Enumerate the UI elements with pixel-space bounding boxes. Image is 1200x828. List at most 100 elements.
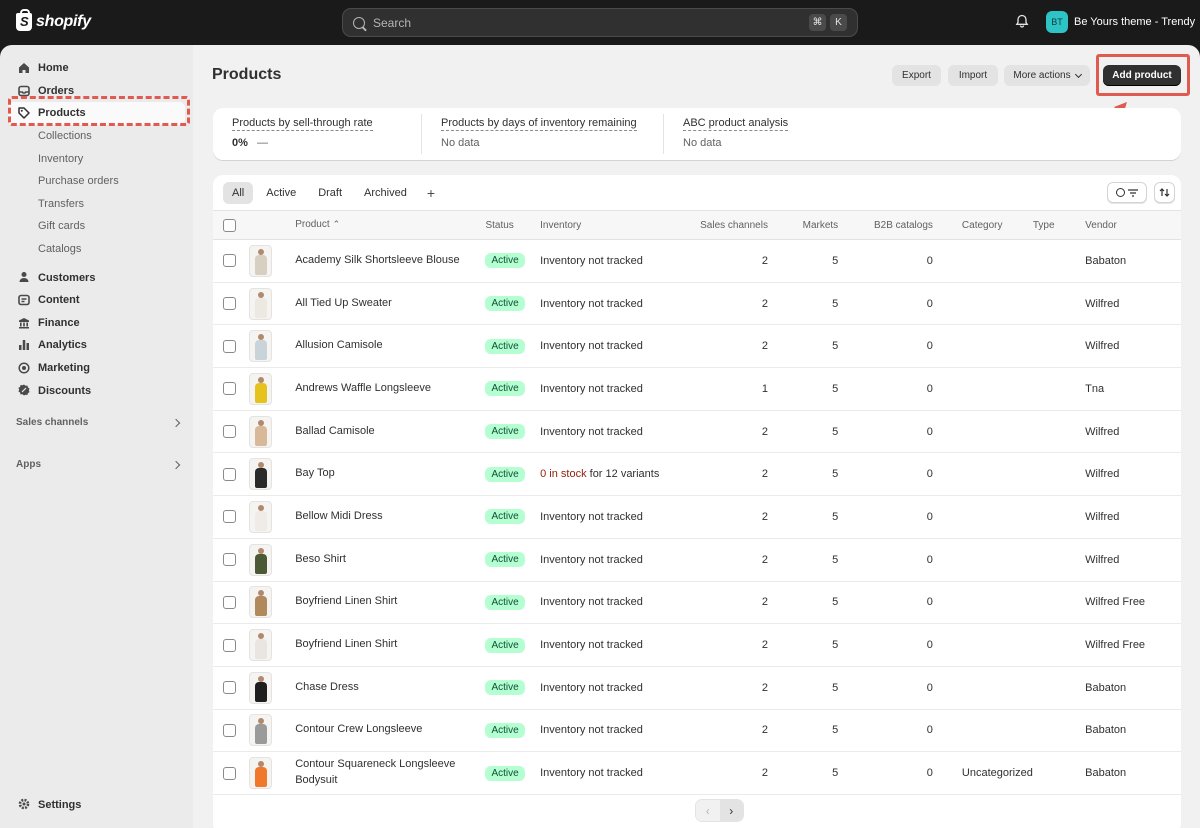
sidebar-item-purchase-orders[interactable]: Purchase orders	[0, 170, 193, 193]
table-row[interactable]: Ballad Camisole Active Inventory not track…	[213, 410, 1181, 453]
row-checkbox[interactable]	[223, 638, 236, 652]
search-filter-button[interactable]	[1107, 182, 1147, 203]
import-button[interactable]: Import	[948, 65, 998, 86]
row-checkbox[interactable]	[223, 553, 236, 567]
add-product-button[interactable]: Add product	[1103, 65, 1181, 86]
row-checkbox[interactable]	[223, 425, 236, 439]
sidebar-item-catalogs[interactable]: Catalogs	[0, 238, 193, 261]
product-name[interactable]: Contour Squareneck Longsleeve Bodysuit	[295, 758, 456, 787]
b2b-cell: 0	[926, 596, 933, 609]
tab-active[interactable]: Active	[266, 187, 297, 199]
sidebar-item-gift-cards[interactable]: Gift cards	[0, 215, 193, 238]
table-row[interactable]: Andrews Waffle Longsleeve Active Inventory…	[213, 368, 1181, 411]
store-menu[interactable]: BT Be Yours theme - Trendy	[1046, 11, 1195, 33]
sidebar-item-settings[interactable]: Settings	[0, 793, 193, 816]
product-thumbnail[interactable]	[248, 500, 272, 533]
product-name[interactable]: Ballad Camisole	[295, 424, 375, 437]
sidebar-item-orders[interactable]: Orders	[0, 80, 193, 103]
product-thumbnail[interactable]	[248, 458, 272, 491]
shopify-logo[interactable]: shopify	[16, 9, 91, 32]
table-row[interactable]: Academy Silk Shortsleeve Blouse Active Inv…	[213, 240, 1181, 283]
export-button[interactable]: Export	[892, 65, 941, 86]
product-name[interactable]: Andrews Waffle Longsleeve	[295, 381, 431, 394]
sales-channels-cell: 2	[761, 639, 768, 652]
sidebar-section-apps[interactable]: Apps	[0, 454, 193, 476]
sidebar-item-analytics[interactable]: Analytics	[0, 334, 193, 357]
row-checkbox[interactable]	[223, 595, 236, 609]
select-all-checkbox[interactable]	[223, 218, 236, 232]
next-page-button[interactable]: ›	[719, 800, 743, 821]
product-thumbnail[interactable]	[248, 543, 272, 576]
more-actions-button[interactable]: More actions	[1004, 65, 1090, 86]
sidebar-item-products[interactable]: Products	[8, 102, 185, 125]
product-name[interactable]: Bellow Midi Dress	[295, 510, 383, 522]
bell-icon[interactable]	[1014, 14, 1030, 30]
add-view-plus-icon[interactable]: +	[426, 185, 436, 201]
sidebar-item-marketing[interactable]: Marketing	[0, 357, 193, 380]
table-row[interactable]: Contour Crew Longsleeve Active Inventory n…	[213, 709, 1181, 752]
product-name[interactable]: Beso Shirt	[295, 552, 346, 565]
product-thumbnail[interactable]	[248, 629, 272, 662]
row-checkbox[interactable]	[223, 382, 236, 396]
metric-sell-through[interactable]: Products by sell-through rate 0% —	[232, 108, 373, 160]
sidebar-item-content[interactable]: Content	[0, 289, 193, 312]
b2b-cell: 0	[926, 639, 933, 652]
tab-all[interactable]: All	[223, 182, 254, 204]
row-checkbox[interactable]	[223, 510, 236, 524]
table-row[interactable]: Bellow Midi Dress Active Inventory not tra…	[213, 496, 1181, 539]
sidebar-item-collections[interactable]: Collections	[0, 125, 193, 148]
product-name[interactable]: Academy Silk Shortsleeve Blouse	[295, 253, 460, 266]
table-row[interactable]: Allusion Camisole Active Inventory not tra…	[213, 325, 1181, 368]
table-row[interactable]: All Tied Up Sweater Active Inventory not t…	[213, 282, 1181, 325]
table-row[interactable]: Chase Dress Active Inventory not tracked 2 5…	[213, 666, 1181, 710]
sidebar-item-discounts[interactable]: Discounts	[0, 379, 193, 402]
table-row[interactable]: Bay Top Active 0 in stock for 12 variants 2…	[213, 453, 1181, 496]
row-checkbox[interactable]	[223, 254, 236, 268]
sidebar-item-customers[interactable]: Customers	[0, 266, 193, 289]
search-icon	[1116, 188, 1125, 197]
previous-page-button[interactable]: ‹	[696, 800, 720, 821]
metric-days-inventory[interactable]: Products by days of inventory remaining …	[441, 108, 637, 160]
metric-abc-analysis[interactable]: ABC product analysis No data	[683, 108, 789, 160]
inventory-warning[interactable]: 0 in stock	[540, 468, 587, 481]
product-name[interactable]: Boyfriend Linen Shirt	[295, 638, 398, 651]
product-name[interactable]: Bay Top	[295, 467, 335, 480]
sort-button[interactable]	[1154, 182, 1175, 203]
sidebar-item-label: Catalogs	[38, 243, 82, 256]
table-row[interactable]: Contour Squareneck Longsleeve Bodysuit Ac…	[213, 752, 1181, 795]
product-thumbnail[interactable]	[248, 287, 272, 320]
table-row[interactable]: Beso Shirt Active Inventory not tracked 2 5 0…	[213, 538, 1181, 581]
row-checkbox[interactable]	[223, 681, 236, 695]
product-thumbnail[interactable]	[248, 244, 272, 277]
row-checkbox[interactable]	[223, 467, 236, 481]
row-checkbox[interactable]	[223, 339, 236, 353]
tab-archived[interactable]: Archived	[364, 187, 407, 199]
row-checkbox[interactable]	[223, 297, 236, 311]
sidebar-item-inventory[interactable]: Inventory	[0, 147, 193, 170]
table-row[interactable]: Boyfriend Linen Shirt Active Inventory not…	[213, 624, 1181, 667]
product-thumbnail[interactable]	[248, 372, 272, 405]
status-badge: Active	[485, 765, 525, 781]
sidebar-item-finance[interactable]: Finance	[0, 312, 193, 335]
table-row[interactable]: Boyfriend Linen Shirt Active Inventory not…	[213, 581, 1181, 624]
row-checkbox[interactable]	[223, 723, 236, 737]
product-name[interactable]: All Tied Up Sweater	[295, 296, 392, 309]
search-input[interactable]	[373, 15, 805, 30]
product-thumbnail[interactable]	[248, 415, 272, 448]
product-thumbnail[interactable]	[248, 330, 272, 363]
product-thumbnail[interactable]	[248, 586, 272, 619]
tab-draft[interactable]: Draft	[318, 187, 343, 199]
global-search[interactable]: ⌘ K	[342, 8, 858, 37]
product-thumbnail[interactable]	[248, 714, 272, 747]
row-checkbox[interactable]	[223, 766, 236, 780]
product-name[interactable]: Boyfriend Linen Shirt	[295, 595, 398, 608]
sidebar-section-sales-channels[interactable]: Sales channels	[0, 412, 193, 434]
product-thumbnail[interactable]	[248, 757, 272, 790]
product-name[interactable]: Chase Dress	[295, 680, 359, 693]
sidebar-item-transfers[interactable]: Transfers	[0, 193, 193, 216]
col-product[interactable]: Product ⌃	[295, 211, 485, 240]
product-name[interactable]: Contour Crew Longsleeve	[295, 723, 423, 736]
product-thumbnail[interactable]	[248, 671, 272, 704]
product-name[interactable]: Allusion Camisole	[295, 339, 383, 352]
sidebar-item-home[interactable]: Home	[0, 57, 193, 80]
